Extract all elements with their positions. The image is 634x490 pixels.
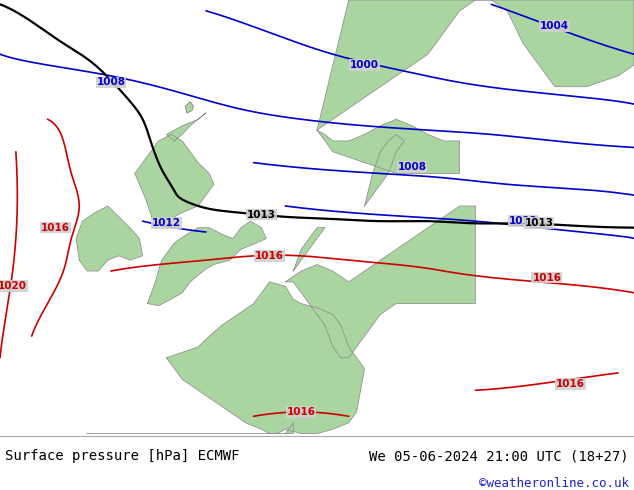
Text: 1013: 1013 xyxy=(247,210,276,220)
Polygon shape xyxy=(185,102,193,113)
Text: 1020: 1020 xyxy=(0,281,27,291)
Text: 1008: 1008 xyxy=(96,77,126,87)
Text: 1004: 1004 xyxy=(540,21,569,31)
Text: 1016: 1016 xyxy=(556,379,585,389)
Polygon shape xyxy=(87,423,293,444)
Polygon shape xyxy=(365,134,404,206)
Polygon shape xyxy=(317,0,634,130)
Text: 1008: 1008 xyxy=(398,162,427,172)
Polygon shape xyxy=(293,228,325,271)
Text: 1012: 1012 xyxy=(152,219,181,228)
Text: 1013: 1013 xyxy=(524,219,553,228)
Polygon shape xyxy=(285,206,476,358)
Text: 1016: 1016 xyxy=(41,222,70,233)
Text: 1016: 1016 xyxy=(255,251,284,261)
Text: 1016: 1016 xyxy=(287,407,316,417)
Text: Surface pressure [hPa] ECMWF: Surface pressure [hPa] ECMWF xyxy=(5,449,240,463)
Text: 1016: 1016 xyxy=(533,272,561,283)
Text: ©weatheronline.co.uk: ©weatheronline.co.uk xyxy=(479,477,629,490)
Polygon shape xyxy=(166,282,365,434)
Polygon shape xyxy=(317,119,460,173)
Polygon shape xyxy=(134,134,214,228)
Text: We 05-06-2024 21:00 UTC (18+27): We 05-06-2024 21:00 UTC (18+27) xyxy=(369,449,629,463)
Text: 1000: 1000 xyxy=(350,60,379,70)
Polygon shape xyxy=(76,206,143,271)
Polygon shape xyxy=(147,221,266,306)
Polygon shape xyxy=(166,113,206,141)
Text: 1012: 1012 xyxy=(508,216,538,226)
